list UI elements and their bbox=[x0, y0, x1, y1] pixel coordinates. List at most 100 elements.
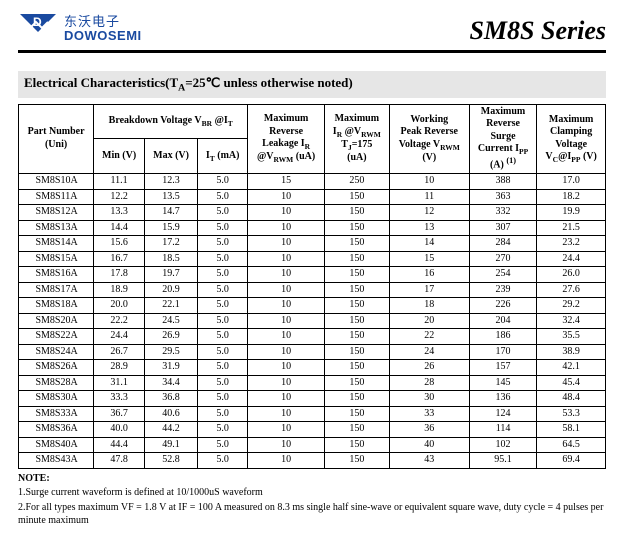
cell-vr: 24 bbox=[389, 344, 469, 360]
logo-block: D 东沃电子 DOWOSEMI bbox=[18, 12, 142, 46]
cell-leak: 10 bbox=[248, 267, 325, 283]
cell-surge: 95.1 bbox=[469, 453, 536, 469]
cell-it: 5.0 bbox=[198, 313, 248, 329]
table-body: SM8S10A11.112.35.0152501038817.0SM8S11A1… bbox=[19, 174, 606, 469]
cell-min: 44.4 bbox=[94, 437, 145, 453]
cell-clamp: 53.3 bbox=[537, 406, 606, 422]
cell-surge: 239 bbox=[469, 282, 536, 298]
section-title-prefix: Electrical Characteristics(T bbox=[24, 75, 178, 90]
cell-it: 5.0 bbox=[198, 329, 248, 345]
cell-vr: 20 bbox=[389, 313, 469, 329]
cell-ir: 150 bbox=[324, 282, 389, 298]
table-row: SM8S18A20.022.15.0101501822629.2 bbox=[19, 298, 606, 314]
cell-min: 18.9 bbox=[94, 282, 145, 298]
cell-surge: 226 bbox=[469, 298, 536, 314]
cell-min: 24.4 bbox=[94, 329, 145, 345]
cell-vr: 40 bbox=[389, 437, 469, 453]
cell-leak: 10 bbox=[248, 391, 325, 407]
cell-pn: SM8S28A bbox=[19, 375, 94, 391]
table-row: SM8S26A28.931.95.0101502615742.1 bbox=[19, 360, 606, 376]
table-row: SM8S17A18.920.95.0101501723927.6 bbox=[19, 282, 606, 298]
cell-ir: 150 bbox=[324, 220, 389, 236]
cell-max: 18.5 bbox=[145, 251, 198, 267]
cell-min: 11.1 bbox=[94, 174, 145, 190]
cell-vr: 36 bbox=[389, 422, 469, 438]
cell-ir: 150 bbox=[324, 437, 389, 453]
cell-clamp: 24.4 bbox=[537, 251, 606, 267]
cell-pn: SM8S11A bbox=[19, 189, 94, 205]
cell-pn: SM8S15A bbox=[19, 251, 94, 267]
cell-vr: 33 bbox=[389, 406, 469, 422]
page-header: D 东沃电子 DOWOSEMI SM8S Series bbox=[18, 12, 606, 53]
cell-ir: 150 bbox=[324, 189, 389, 205]
cell-it: 5.0 bbox=[198, 344, 248, 360]
col-min: Min (V) bbox=[94, 139, 145, 174]
section-title: Electrical Characteristics(TA=25℃ unless… bbox=[18, 71, 606, 98]
cell-ir: 150 bbox=[324, 267, 389, 283]
cell-it: 5.0 bbox=[198, 375, 248, 391]
dowosemi-logo-icon: D bbox=[18, 12, 58, 46]
cell-clamp: 42.1 bbox=[537, 360, 606, 376]
note-2: 2.For all types maximum VF = 1.8 V at IF… bbox=[18, 501, 606, 527]
cell-surge: 388 bbox=[469, 174, 536, 190]
cell-max: 36.8 bbox=[145, 391, 198, 407]
table-row: SM8S20A22.224.55.0101502020432.4 bbox=[19, 313, 606, 329]
cell-max: 24.5 bbox=[145, 313, 198, 329]
cell-surge: 270 bbox=[469, 251, 536, 267]
cell-ir: 150 bbox=[324, 205, 389, 221]
cell-leak: 10 bbox=[248, 236, 325, 252]
cell-surge: 170 bbox=[469, 344, 536, 360]
cell-clamp: 21.5 bbox=[537, 220, 606, 236]
cell-max: 22.1 bbox=[145, 298, 198, 314]
cell-it: 5.0 bbox=[198, 251, 248, 267]
cell-leak: 10 bbox=[248, 375, 325, 391]
cell-pn: SM8S36A bbox=[19, 422, 94, 438]
cell-leak: 10 bbox=[248, 422, 325, 438]
cell-max: 49.1 bbox=[145, 437, 198, 453]
cell-min: 31.1 bbox=[94, 375, 145, 391]
cell-clamp: 35.5 bbox=[537, 329, 606, 345]
cell-clamp: 32.4 bbox=[537, 313, 606, 329]
cell-surge: 284 bbox=[469, 236, 536, 252]
cell-vr: 22 bbox=[389, 329, 469, 345]
cell-min: 20.0 bbox=[94, 298, 145, 314]
logo-text: 东沃电子 DOWOSEMI bbox=[64, 15, 142, 42]
cell-it: 5.0 bbox=[198, 236, 248, 252]
col-ir: Maximum IR @VRWM TJ=175 (uA) bbox=[324, 104, 389, 174]
cell-ir: 150 bbox=[324, 344, 389, 360]
cell-clamp: 38.9 bbox=[537, 344, 606, 360]
cell-max: 40.6 bbox=[145, 406, 198, 422]
cell-clamp: 17.0 bbox=[537, 174, 606, 190]
cell-surge: 157 bbox=[469, 360, 536, 376]
cell-leak: 10 bbox=[248, 282, 325, 298]
table-row: SM8S33A36.740.65.0101503312453.3 bbox=[19, 406, 606, 422]
cell-pn: SM8S22A bbox=[19, 329, 94, 345]
cell-ir: 150 bbox=[324, 453, 389, 469]
cell-clamp: 69.4 bbox=[537, 453, 606, 469]
cell-ir: 150 bbox=[324, 391, 389, 407]
cell-it: 5.0 bbox=[198, 422, 248, 438]
cell-surge: 254 bbox=[469, 267, 536, 283]
cell-surge: 363 bbox=[469, 189, 536, 205]
cell-ir: 150 bbox=[324, 406, 389, 422]
cell-clamp: 27.6 bbox=[537, 282, 606, 298]
cell-clamp: 18.2 bbox=[537, 189, 606, 205]
cell-surge: 307 bbox=[469, 220, 536, 236]
cell-surge: 145 bbox=[469, 375, 536, 391]
cell-min: 16.7 bbox=[94, 251, 145, 267]
cell-ir: 150 bbox=[324, 251, 389, 267]
section-title-suffix: =25℃ unless otherwise noted) bbox=[185, 75, 353, 90]
cell-max: 34.4 bbox=[145, 375, 198, 391]
cell-vr: 16 bbox=[389, 267, 469, 283]
col-breakdown-voltage: Breakdown Voltage VBR @IT bbox=[94, 104, 248, 139]
cell-vr: 26 bbox=[389, 360, 469, 376]
table-head: Part Number(Uni) Breakdown Voltage VBR @… bbox=[19, 104, 606, 174]
col-clamp: Maximum Clamping Voltage VC@IPP (V) bbox=[537, 104, 606, 174]
cell-vr: 43 bbox=[389, 453, 469, 469]
cell-vr: 17 bbox=[389, 282, 469, 298]
col-vrwm: Working Peak Reverse Voltage VRWM (V) bbox=[389, 104, 469, 174]
table-row: SM8S16A17.819.75.0101501625426.0 bbox=[19, 267, 606, 283]
logo-en: DOWOSEMI bbox=[64, 29, 142, 43]
cell-leak: 10 bbox=[248, 251, 325, 267]
cell-ir: 250 bbox=[324, 174, 389, 190]
